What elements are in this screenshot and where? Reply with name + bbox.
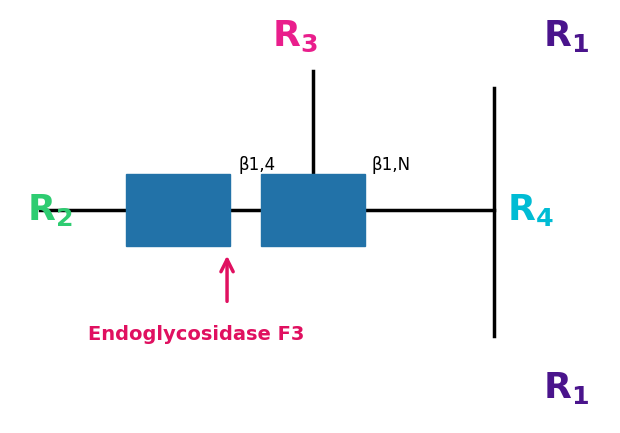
- Text: $\mathbf{R_2}$: $\mathbf{R_2}$: [27, 192, 73, 228]
- Bar: [126, 174, 230, 246]
- Text: $\mathbf{R_1}$: $\mathbf{R_1}$: [544, 18, 590, 54]
- Bar: [261, 174, 365, 246]
- Text: Endoglycosidase F3: Endoglycosidase F3: [88, 326, 304, 345]
- Text: $\mathbf{R_3}$: $\mathbf{R_3}$: [272, 19, 317, 54]
- Text: β1,4: β1,4: [238, 156, 275, 174]
- Text: β1,N: β1,N: [371, 156, 410, 174]
- Text: $\mathbf{R_4}$: $\mathbf{R_4}$: [507, 192, 553, 228]
- Text: $\mathbf{R_1}$: $\mathbf{R_1}$: [544, 370, 590, 407]
